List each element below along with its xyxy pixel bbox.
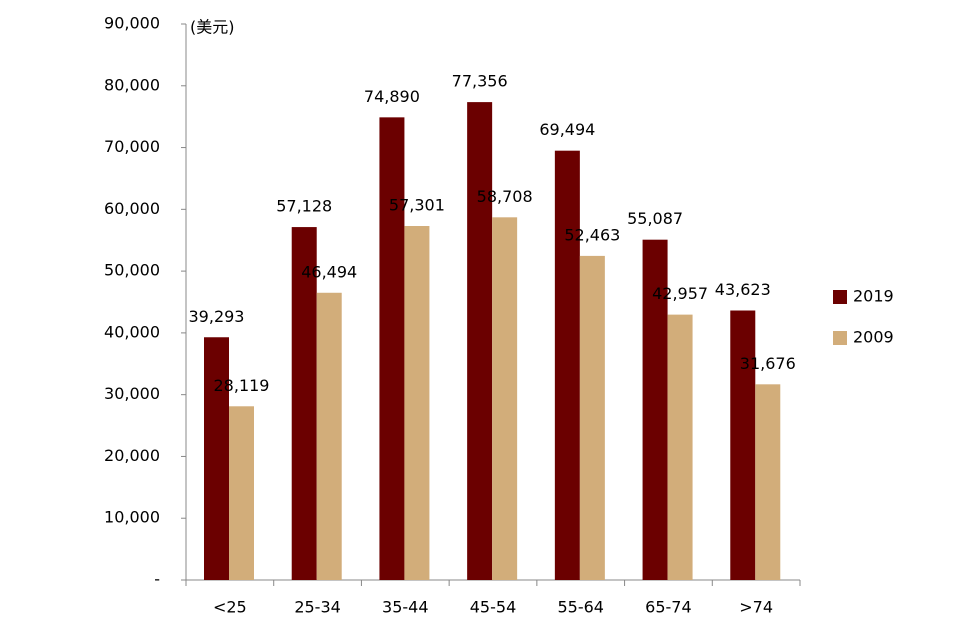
bar	[667, 314, 693, 580]
bar	[379, 117, 405, 580]
x-tick-label: 55-64	[557, 598, 604, 617]
value-label: 55,087	[627, 209, 683, 228]
y-tick-label: 30,000	[104, 384, 160, 403]
value-label: 31,676	[740, 354, 796, 373]
value-label: 69,494	[539, 120, 595, 139]
y-tick-label: 60,000	[104, 199, 160, 218]
value-label: 28,119	[214, 376, 270, 395]
legend-label: 2019	[853, 287, 894, 306]
value-label: 57,301	[389, 196, 445, 215]
value-label: 42,957	[652, 284, 708, 303]
value-label: 46,494	[301, 262, 357, 281]
value-label: 57,128	[276, 197, 332, 216]
value-label: 58,708	[477, 187, 533, 206]
y-tick-label: 10,000	[104, 508, 160, 527]
x-tick-label: <25	[213, 598, 247, 617]
bar	[291, 227, 317, 580]
value-label: 52,463	[564, 225, 620, 244]
bar	[467, 102, 493, 581]
y-tick-label: -	[154, 570, 160, 589]
legend-swatch	[833, 331, 847, 345]
value-label: 77,356	[452, 72, 508, 91]
bar	[492, 217, 518, 581]
bar	[755, 384, 781, 580]
y-tick-label: 80,000	[104, 75, 160, 94]
bar	[204, 337, 229, 580]
y-tick-label: 70,000	[104, 137, 160, 156]
x-tick-label: 65-74	[645, 598, 692, 617]
legend-label: 2009	[853, 328, 894, 347]
bar	[404, 226, 430, 581]
x-tick-label: 25-34	[294, 598, 341, 617]
y-tick-label: 50,000	[104, 261, 160, 280]
value-label: 74,890	[364, 87, 420, 106]
y-axis-label: (美元)	[190, 18, 235, 37]
bar	[642, 239, 668, 580]
x-tick-label: 35-44	[382, 598, 429, 617]
y-tick-label: 40,000	[104, 322, 160, 341]
bar	[554, 150, 580, 580]
value-label: 43,623	[715, 280, 771, 299]
y-tick-label: 20,000	[104, 446, 160, 465]
bar	[730, 310, 756, 580]
x-tick-label: >74	[739, 598, 773, 617]
y-tick-label: 90,000	[104, 14, 160, 33]
x-tick-label: 45-54	[470, 598, 517, 617]
bar	[579, 255, 605, 580]
value-label: 39,293	[189, 307, 245, 326]
bar	[316, 292, 342, 580]
bar	[229, 406, 254, 580]
legend-swatch	[833, 290, 847, 304]
